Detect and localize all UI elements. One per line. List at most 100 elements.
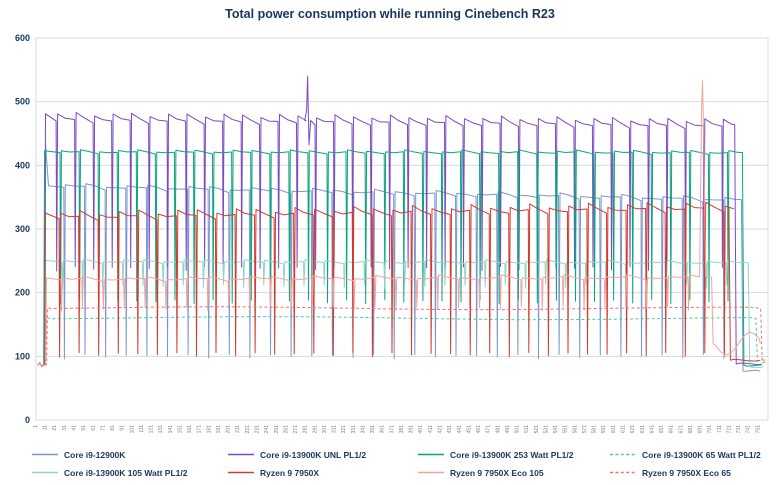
x-tick-label: 641 — [649, 425, 655, 434]
legend-item-8: Ryzen 9 7950X Eco 65 — [610, 467, 776, 478]
legend-item-2: Core i9-13900K UNL PL1/2 — [228, 449, 418, 460]
x-tick-label: 91 — [120, 425, 126, 431]
x-tick-label: 451 — [466, 425, 472, 434]
series-line-3 — [37, 149, 763, 367]
x-tick-label: 111 — [139, 425, 145, 433]
x-tick-label: 261 — [283, 425, 289, 434]
legend-swatch-line — [418, 453, 444, 456]
legend-swatch-line — [418, 471, 444, 474]
x-tick-label: 101 — [129, 425, 135, 434]
x-tick-label: 161 — [187, 425, 193, 434]
legend-label: Core i9-13900K UNL PL1/2 — [260, 449, 367, 460]
x-tick-label: 41 — [72, 425, 78, 431]
x-tick-label: 151 — [177, 425, 183, 434]
legend-label: Core i9-13900K 65 Watt PL1/2 — [642, 449, 761, 460]
legend-label: Core i9-13900K 253 Watt PL1/2 — [450, 449, 574, 460]
y-tick-label: 400 — [15, 160, 30, 170]
x-tick-label: 731 — [736, 425, 742, 434]
x-tick-label: 241 — [264, 425, 270, 434]
x-tick-label: 721 — [726, 425, 732, 434]
x-tick-label: 401 — [418, 425, 424, 434]
x-tick-label: 601 — [611, 425, 617, 434]
x-tick-label: 31 — [62, 425, 68, 431]
x-tick-label: 331 — [351, 425, 357, 434]
x-tick-label: 381 — [399, 425, 405, 434]
x-tick-label: 311 — [332, 425, 338, 433]
legend-swatch-line — [610, 453, 636, 456]
x-tick-label: 581 — [592, 425, 598, 434]
x-tick-label: 491 — [505, 425, 511, 434]
x-tick-label: 71 — [100, 425, 106, 431]
legend-label: Ryzen 9 7950X Eco 105 — [450, 467, 544, 478]
x-tick-label: 211 — [235, 425, 241, 433]
x-tick-label: 131 — [158, 425, 164, 434]
x-tick-label: 531 — [543, 425, 549, 434]
x-tick-label: 291 — [312, 425, 318, 434]
legend-swatch-line — [228, 471, 254, 474]
x-tick-label: 171 — [197, 425, 203, 434]
x-tick-label: 701 — [707, 425, 713, 434]
x-tick-label: 501 — [515, 425, 521, 434]
x-tick-label: 521 — [534, 425, 540, 434]
x-tick-label: 61 — [91, 425, 97, 431]
x-tick-label: 271 — [293, 425, 299, 434]
x-tick-label: 511 — [524, 425, 530, 433]
x-tick-label: 461 — [476, 425, 482, 434]
x-tick-label: 281 — [303, 425, 309, 434]
legend-label: Ryzen 9 7950X — [260, 467, 320, 478]
y-tick-label: 600 — [15, 33, 30, 43]
legend-item-5: Core i9-13900K 105 Watt PL1/2 — [32, 467, 228, 478]
x-tick-label: 251 — [274, 425, 280, 434]
legend-label: Ryzen 9 7950X Eco 65 — [642, 467, 731, 478]
x-tick-label: 621 — [630, 425, 636, 434]
chart-title: Total power consumption while running Ci… — [225, 7, 555, 21]
legend-item-7: Ryzen 9 7950X Eco 105 — [418, 467, 610, 478]
legend-item-3: Core i9-13900K 253 Watt PL1/2 — [418, 449, 610, 460]
legend-item-6: Ryzen 9 7950X — [228, 467, 418, 478]
x-tick-label: 301 — [322, 425, 328, 434]
x-tick-label: 221 — [245, 425, 251, 434]
series-line-8 — [37, 306, 768, 367]
x-tick-label: 631 — [640, 425, 646, 434]
x-tick-label: 1 — [33, 425, 39, 428]
x-tick-label: 741 — [746, 425, 752, 434]
x-tick-label: 751 — [755, 425, 761, 434]
x-tick-label: 541 — [553, 425, 559, 434]
x-tick-label: 591 — [601, 425, 607, 434]
chart-legend: Core i9-12900K Core i9-13900K UNL PL1/2 Co… — [32, 449, 776, 478]
x-tick-label: 611 — [621, 425, 627, 433]
x-tick-label: 231 — [255, 425, 261, 434]
y-tick-label: 0 — [25, 415, 30, 425]
x-tick-label: 681 — [688, 425, 694, 434]
y-tick-label: 300 — [15, 224, 30, 234]
x-tick-label: 81 — [110, 425, 116, 431]
x-tick-label: 471 — [486, 425, 492, 434]
x-tick-label: 481 — [495, 425, 501, 434]
plot-border — [35, 37, 769, 421]
x-tick-label: 391 — [409, 425, 415, 434]
x-tick-label: 671 — [678, 425, 684, 434]
x-tick-label: 431 — [447, 425, 453, 434]
x-tick-label: 661 — [669, 425, 675, 434]
x-tick-label: 361 — [380, 425, 386, 434]
x-tick-label: 371 — [389, 425, 395, 434]
legend-swatch-line — [610, 471, 636, 474]
x-tick-label: 201 — [226, 425, 232, 434]
series-line-1 — [37, 143, 761, 372]
x-tick-label: 191 — [216, 425, 222, 434]
legend-item-1: Core i9-12900K — [32, 449, 228, 460]
x-tick-label: 21 — [52, 425, 58, 431]
x-tick-label: 571 — [582, 425, 588, 434]
x-tick-label: 341 — [360, 425, 366, 434]
x-tick-label: 121 — [149, 425, 155, 434]
legend-label: Core i9-12900K — [64, 449, 126, 460]
x-tick-label: 411 — [428, 425, 434, 433]
x-tick-label: 181 — [206, 425, 212, 434]
x-tick-label: 561 — [572, 425, 578, 434]
x-tick-label: 551 — [563, 425, 569, 434]
x-tick-label: 651 — [659, 425, 665, 434]
series-line-7 — [37, 80, 761, 367]
y-tick-label: 200 — [15, 288, 30, 298]
